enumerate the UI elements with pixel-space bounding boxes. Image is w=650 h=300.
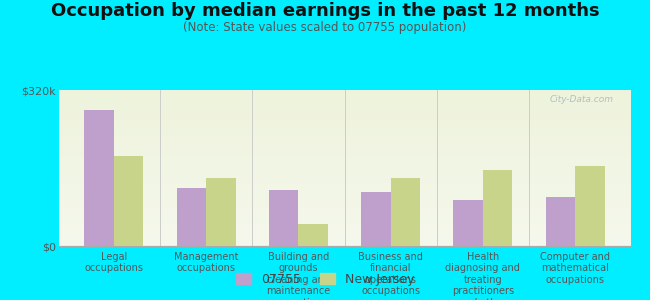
- Bar: [575, 166, 604, 246]
- Bar: [483, 170, 512, 246]
- Bar: [114, 156, 144, 246]
- Text: City-Data.com: City-Data.com: [549, 95, 614, 104]
- Bar: [269, 190, 298, 246]
- Bar: [361, 192, 391, 246]
- Bar: [298, 224, 328, 246]
- Text: Occupation by median earnings in the past 12 months: Occupation by median earnings in the pas…: [51, 2, 599, 20]
- Text: (Note: State values scaled to 07755 population): (Note: State values scaled to 07755 popu…: [183, 21, 467, 34]
- Legend: 07755, New Jersey: 07755, New Jersey: [231, 268, 419, 291]
- Bar: [84, 110, 114, 246]
- Bar: [545, 197, 575, 246]
- Bar: [177, 188, 206, 246]
- Bar: [206, 178, 236, 246]
- Bar: [391, 178, 420, 246]
- Bar: [453, 200, 483, 246]
